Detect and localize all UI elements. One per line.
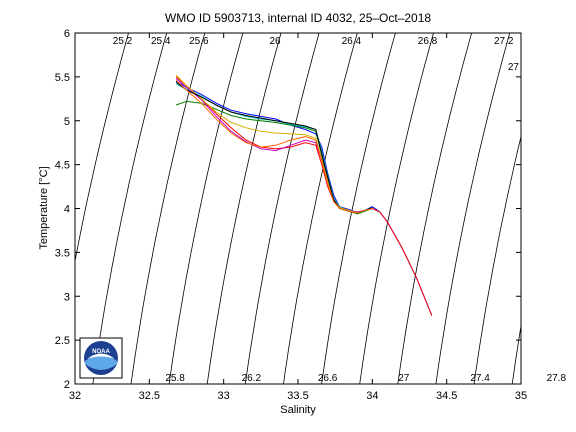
x-tick-label: 33 xyxy=(218,390,230,402)
y-axis: 2 2.5 3 3.5 4 4.5 5 5.5 6 xyxy=(55,28,521,391)
plot-frame xyxy=(74,32,522,385)
noaa-logo-bird-icon xyxy=(87,353,115,359)
y-tick-label: 6 xyxy=(64,28,70,40)
noaa-logo: NOAA xyxy=(79,337,123,379)
x-tick-label: 32.5 xyxy=(139,390,160,402)
density-contour-line xyxy=(130,33,206,384)
x-tick-label: 35 xyxy=(515,390,527,402)
contour-label-top: 26.4 xyxy=(342,36,362,47)
contour-label-right: 27 xyxy=(508,62,520,73)
density-contour-line xyxy=(283,33,358,384)
density-contour-line xyxy=(359,33,434,384)
contour-label-bottom: 26.6 xyxy=(318,373,338,384)
y-tick-label: 2.5 xyxy=(55,335,70,347)
y-tick-label: 5.5 xyxy=(55,72,70,84)
density-contour-line xyxy=(397,33,472,384)
contour-label-top: 27.2 xyxy=(494,36,514,47)
contour-label-top: 26.8 xyxy=(418,36,438,47)
density-contour-line xyxy=(550,33,576,384)
contour-label-bottom: 27.8 xyxy=(547,373,567,384)
x-tick-label: 32 xyxy=(69,390,81,402)
density-contour-line xyxy=(244,33,320,384)
density-contour-line xyxy=(168,33,244,384)
y-axis-label: Temperature [°C] xyxy=(38,166,50,249)
profile-line xyxy=(175,76,433,316)
x-tick-label: 34 xyxy=(366,390,378,402)
contour-label-top: 25.2 xyxy=(113,36,133,47)
contour-label-bottom: 25.8 xyxy=(165,373,185,384)
density-contour-line xyxy=(206,33,282,384)
y-tick-label: 4 xyxy=(64,204,70,216)
y-tick-label: 3 xyxy=(64,291,70,303)
density-contour-labels: 25.2 25.4 25.6 26 26.4 26.8 27.2 25.8 26.2 26.6 27… xyxy=(113,36,567,384)
density-contour-line xyxy=(321,33,396,384)
x-axis: 32 32.5 33 33.5 34 34.5 35 xyxy=(69,33,527,402)
y-tick-label: 4.5 xyxy=(55,160,70,172)
density-contour-line xyxy=(473,134,521,384)
contour-label-top: 25.4 xyxy=(151,36,171,47)
noaa-logo-wave xyxy=(85,355,117,370)
density-contours xyxy=(75,33,576,384)
y-tick-label: 3.5 xyxy=(55,247,70,259)
profile-line xyxy=(175,81,373,214)
contour-label-bottom: 27.4 xyxy=(470,373,490,384)
y-tick-label: 2 xyxy=(64,379,70,391)
profile-line xyxy=(175,74,373,214)
contour-label-bottom: 27 xyxy=(398,373,410,384)
contour-label-top: 25.6 xyxy=(189,36,209,47)
x-axis-label: Salinity xyxy=(280,404,316,416)
profile-line xyxy=(175,80,373,214)
density-contour-line xyxy=(511,323,521,384)
density-contour-line xyxy=(92,33,168,384)
chart-title: WMO ID 5903713, internal ID 4032, 25–Oct… xyxy=(165,11,431,25)
contour-label-bottom: 26.2 xyxy=(242,373,262,384)
noaa-logo-text: NOAA xyxy=(92,349,110,355)
profile-series xyxy=(175,74,433,316)
y-tick-label: 5 xyxy=(64,116,70,128)
contour-label-top: 26 xyxy=(269,36,281,47)
x-tick-label: 34.5 xyxy=(436,390,457,402)
x-tick-label: 33.5 xyxy=(287,390,308,402)
density-contour-line xyxy=(75,33,129,264)
density-contour-line xyxy=(435,33,511,384)
